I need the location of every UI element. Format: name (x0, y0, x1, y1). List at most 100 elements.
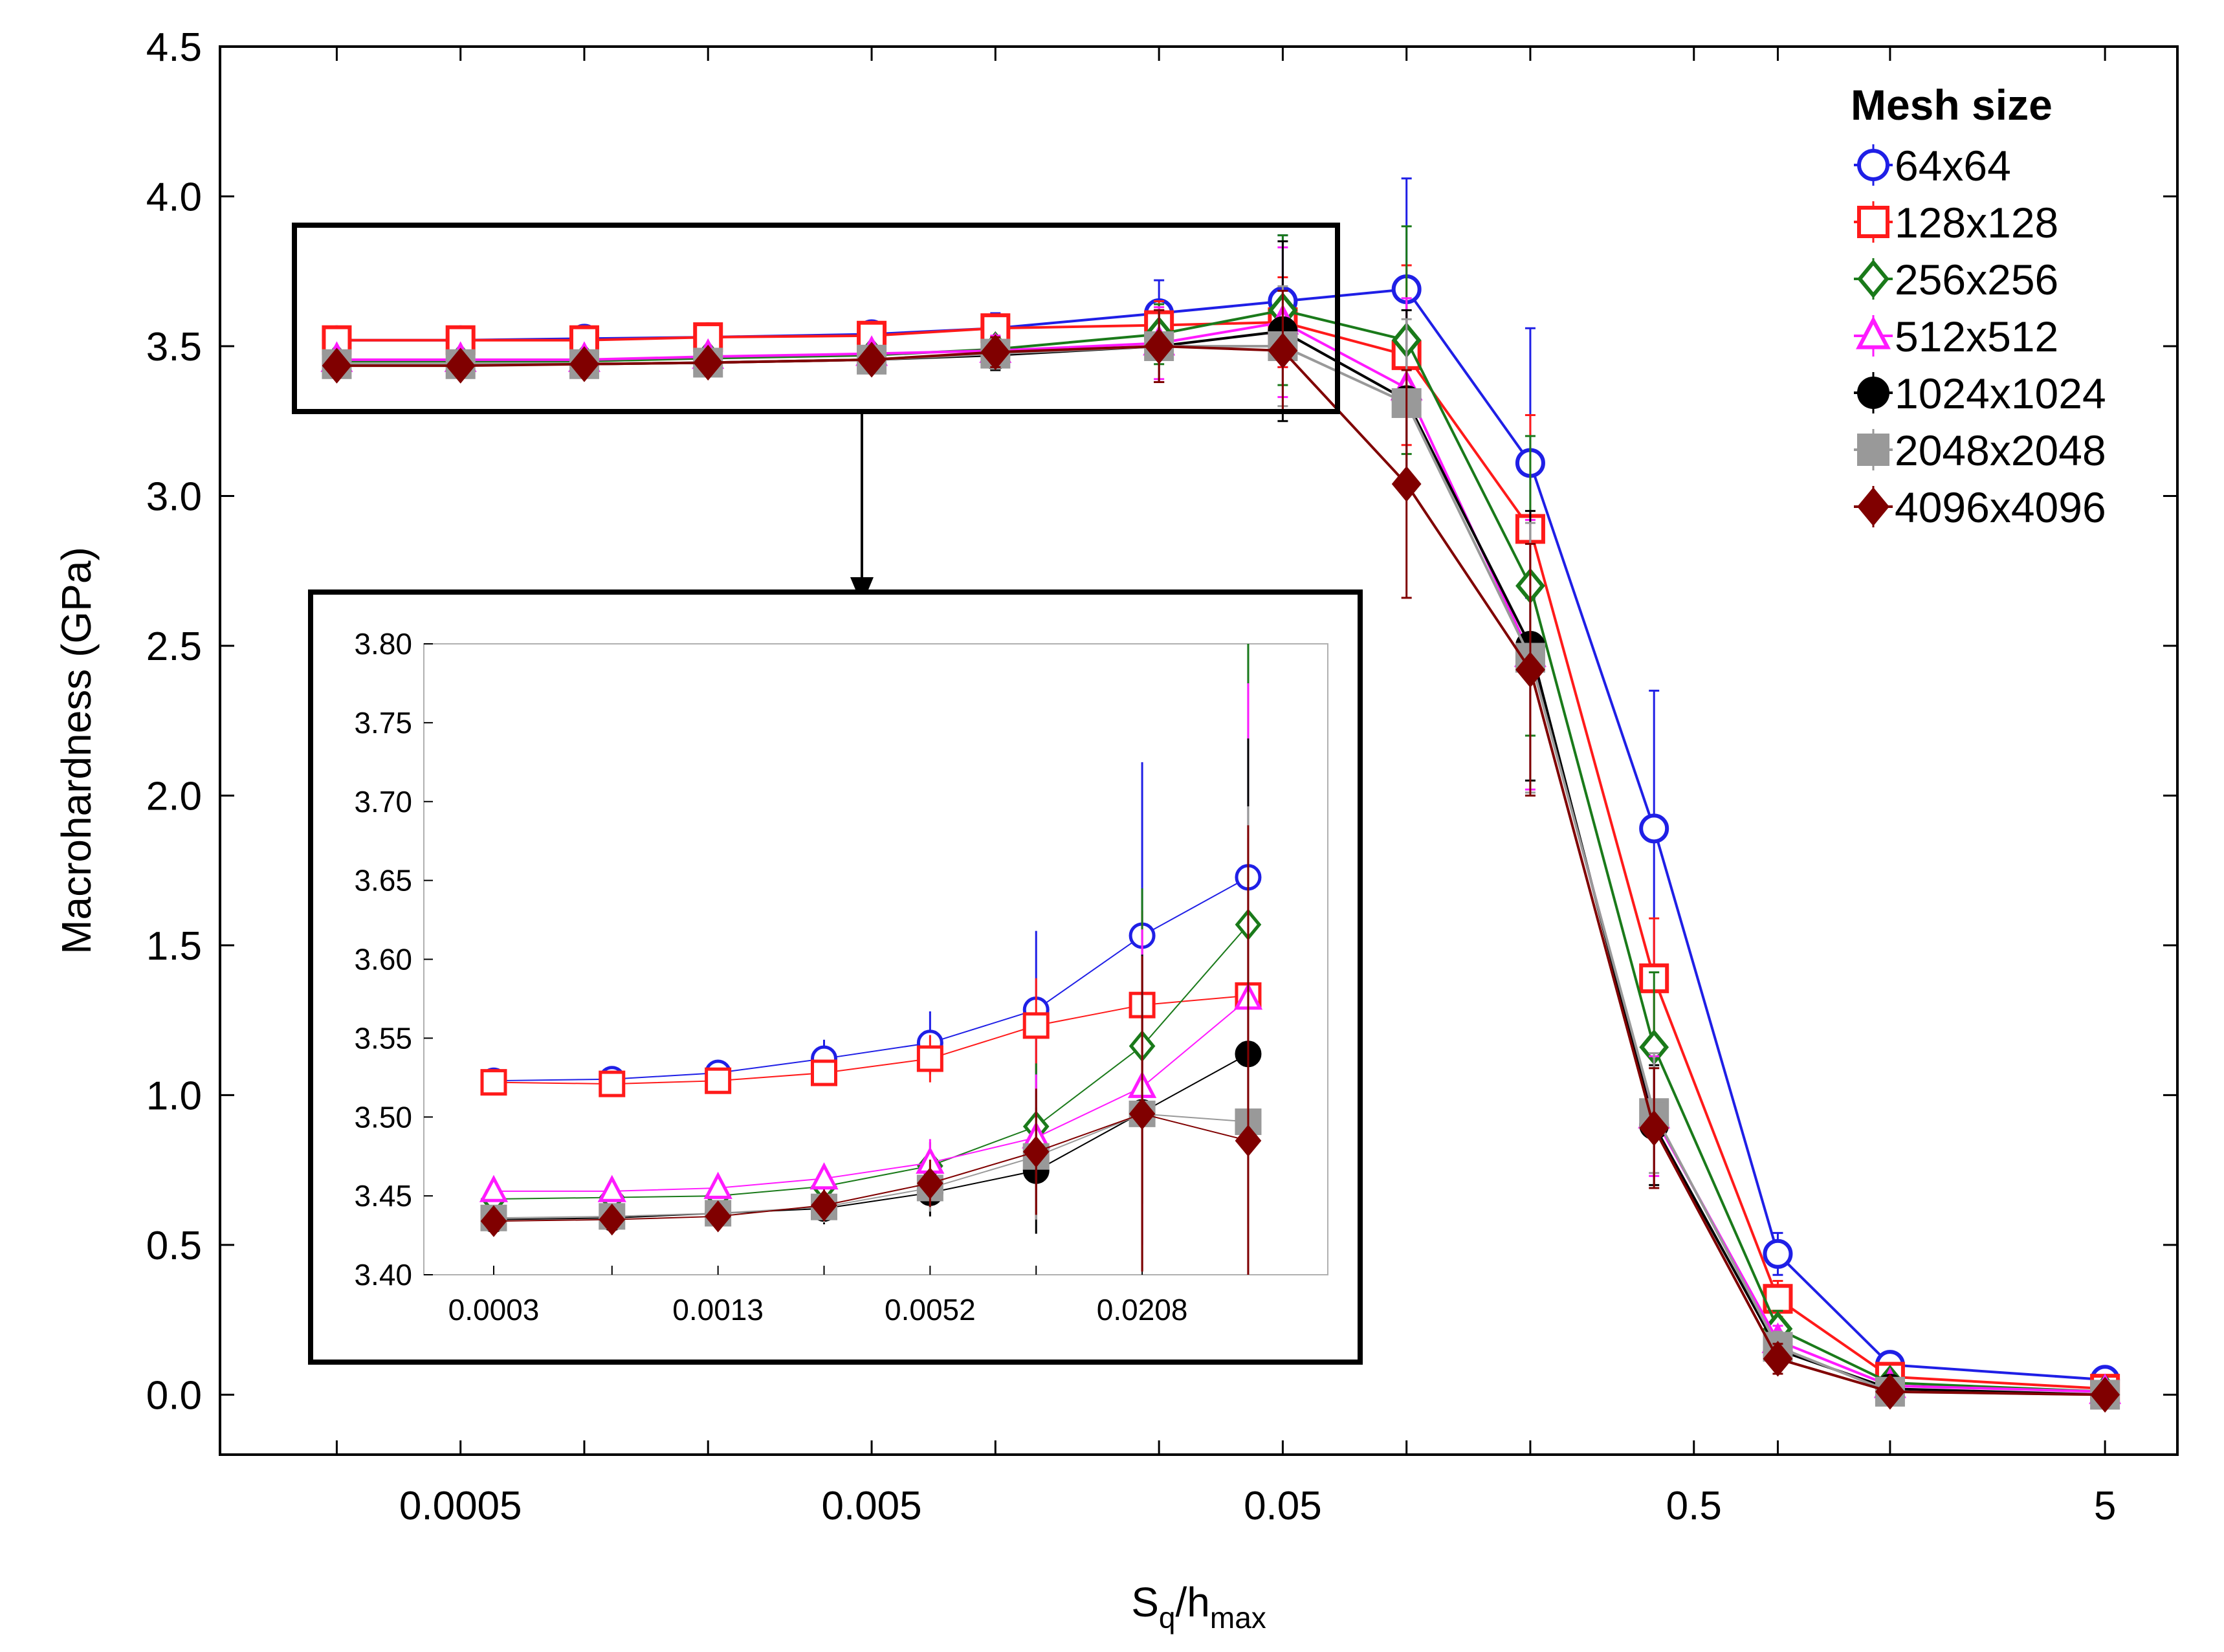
data-point (693, 322, 723, 353)
inset-data-point (599, 1204, 626, 1236)
y-tick-label: 4.5 (146, 25, 202, 70)
data-point (980, 334, 1011, 370)
data-point (1391, 466, 1422, 502)
x-axis-label-part: S (1131, 1579, 1159, 1625)
legend-label: 4096x4096 (1895, 483, 2106, 531)
inset-x-tick-label: 0.0003 (448, 1293, 540, 1327)
series-line (336, 320, 2106, 1391)
inset-x-tick-label: 0.0208 (1097, 1293, 1188, 1327)
y-tick-label: 3.5 (146, 325, 202, 369)
inset-data-point (705, 1067, 732, 1094)
data-point (1144, 328, 1174, 364)
inset-data-point (597, 1174, 626, 1202)
x-tick-label: 5 (2094, 1484, 2116, 1528)
legend-label: 128x128 (1895, 199, 2058, 247)
inset-data-point (916, 1045, 943, 1072)
data-point (1639, 1110, 1669, 1147)
legend-entry-1024x1024: 1024x1024 (1854, 369, 2106, 417)
inset-series-line (493, 998, 1249, 1192)
legend-label: 1024x1024 (1895, 369, 2106, 417)
legend-marker (1857, 377, 1889, 409)
inset-x-tick-label: 0.0052 (885, 1293, 976, 1327)
inset-data-point (599, 1070, 626, 1097)
y-tick-label: 4.0 (146, 175, 202, 219)
inset-plot: 3.40 3.45 3.50 3.55 3.60 3.65 3.70 3.75 3.80 0.00… (308, 589, 1363, 1365)
inset-y-tick-label: 3.60 (354, 943, 412, 976)
legend-entry-256x256: 256x256 (1854, 256, 2058, 303)
inset-data-point (1235, 1125, 1262, 1157)
x-axis-label-part: /h (1176, 1579, 1210, 1625)
legend-label: 512x512 (1895, 313, 2058, 360)
legend-entry-128x128: 128x128 (1854, 199, 2058, 247)
legend-entry-512x512: 512x512 (1854, 313, 2058, 360)
main-plot-frame (219, 45, 2179, 1456)
y-tick-label: 2.5 (146, 624, 202, 669)
legend-entry-2048x2048: 2048x2048 (1854, 426, 2106, 474)
inset-y-tick-label: 3.55 (354, 1021, 412, 1055)
inset-data-point (1129, 1097, 1156, 1130)
inset-y-tick-label: 3.70 (354, 785, 412, 819)
data-point (2090, 1376, 2120, 1413)
series-line (336, 309, 2106, 1393)
legend-marker (1857, 206, 1889, 238)
y-tick-label: 3.0 (146, 474, 202, 519)
data-point (445, 347, 476, 384)
legend-marker (1857, 259, 1889, 299)
y-tick-label: 1.5 (146, 924, 202, 969)
y-axis-label: Macrohardness (GPa) (53, 547, 100, 954)
data-point (569, 346, 599, 382)
legend-marker (1857, 149, 1889, 181)
series-line (336, 320, 2106, 1393)
legend-entry-64x64: 64x64 (1854, 142, 2011, 190)
legend-label: 2048x2048 (1895, 426, 2106, 474)
inset-data-point (917, 1167, 943, 1200)
data-point (693, 344, 723, 381)
legend: Mesh size 64x64 128x128 256x256 512x512 1024x… (1851, 81, 2106, 531)
data-point (1763, 1341, 1793, 1377)
legend-label: 64x64 (1895, 142, 2011, 190)
inset-series-line (493, 876, 1249, 1082)
x-tick-label: 0.005 (821, 1484, 921, 1528)
inset-data-point (811, 1189, 837, 1222)
zoom-rectangle (292, 223, 1340, 414)
series-line (336, 344, 2106, 1396)
legend-entry-4096x4096: 4096x4096 (1854, 483, 2106, 531)
inset-data-point (480, 1205, 507, 1237)
inset-x-tick-label: 0.0013 (672, 1293, 764, 1327)
x-tick-label: 0.05 (1244, 1484, 1322, 1528)
legend-label: 256x256 (1895, 256, 2058, 303)
inset-y-tick-label: 3.80 (354, 627, 412, 661)
data-point (1763, 1239, 1793, 1269)
data-point (445, 325, 476, 355)
inset-series-line (493, 924, 1249, 1200)
y-tick-label: 0.0 (146, 1373, 202, 1418)
inset-y-tick-label: 3.40 (354, 1258, 412, 1292)
data-point (1875, 1374, 1905, 1410)
legend-title: Mesh size (1851, 81, 2053, 129)
data-point (1639, 813, 1669, 844)
legend-marker (1857, 487, 1889, 527)
data-point (322, 347, 352, 384)
y-tick-label: 2.0 (146, 774, 202, 819)
inset-data-point (705, 1200, 731, 1233)
data-point (1268, 333, 1298, 369)
inset-frame (308, 589, 1363, 1365)
data-point (857, 342, 886, 378)
inset-data-point (703, 1171, 732, 1199)
inset-y-tick-label: 3.75 (354, 706, 412, 740)
main-plot: 0.0 0.5 1.0 1.5 2.0 2.5 3.0 3.5 4.0 4.5 0.0005 0.00… (53, 25, 2179, 1635)
y-tick-label: 1.0 (146, 1074, 202, 1118)
inset-data-point (480, 1069, 507, 1096)
inset-data-point (809, 1162, 839, 1190)
inset-data-point (479, 1174, 509, 1202)
inset-data-point (1022, 1136, 1050, 1168)
inset-series-line (493, 1053, 1249, 1220)
x-tick-label: 0.0005 (399, 1484, 522, 1528)
series-4096x4096 (322, 289, 2120, 1413)
x-axis-label-part: q (1159, 1601, 1176, 1635)
inset-y-tick-label: 3.50 (354, 1100, 412, 1134)
inset-data-point (1022, 1012, 1050, 1039)
inset-data-point (811, 1059, 838, 1086)
y-tick-label: 0.5 (146, 1224, 202, 1268)
